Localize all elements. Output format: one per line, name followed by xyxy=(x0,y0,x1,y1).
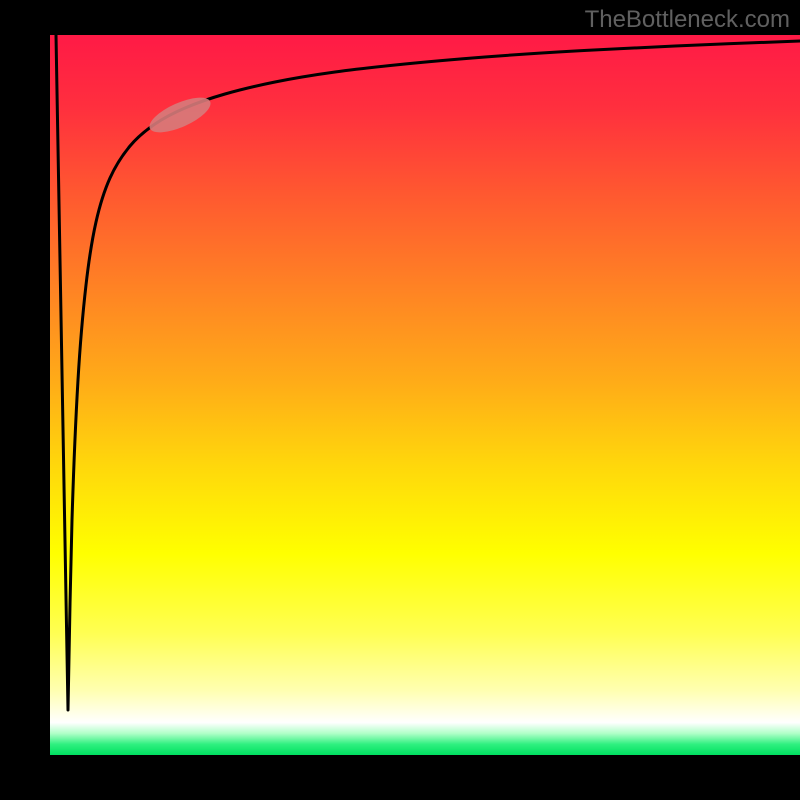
chart-frame: TheBottleneck.com xyxy=(0,0,800,800)
gradient-plot-area xyxy=(50,35,800,755)
attribution-label: TheBottleneck.com xyxy=(585,6,790,34)
